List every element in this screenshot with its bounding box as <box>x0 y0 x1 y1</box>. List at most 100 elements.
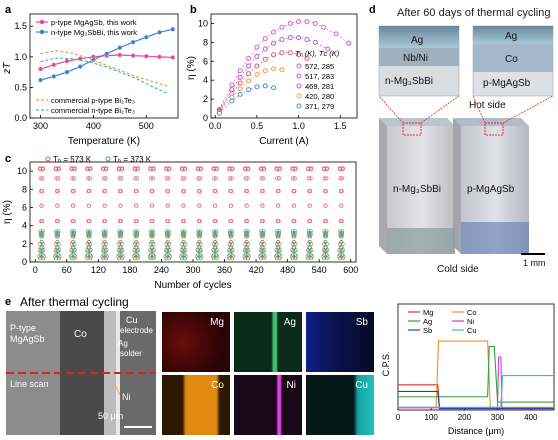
c-cold-point <box>307 234 312 239</box>
c-hot-point <box>213 203 218 208</box>
c-cold-point <box>39 234 44 239</box>
c-cold-point <box>56 249 60 253</box>
c-cold-point <box>87 245 92 250</box>
c-cold-point <box>119 252 124 257</box>
c-hot-point <box>104 254 109 259</box>
c-cold-point <box>70 249 75 253</box>
sem-svg: P-type MgAgSb Co Cu electrode Ag solder … <box>6 311 156 435</box>
c-cold-point <box>40 252 45 257</box>
c-cold-point <box>86 234 91 239</box>
sem-mgagsb: MgAgSb <box>10 334 45 344</box>
c-hot-point <box>212 176 217 181</box>
b-ytick-label: 2 <box>203 94 208 104</box>
c-hot-point <box>276 203 281 208</box>
c-ytick-label: 10 <box>17 166 27 176</box>
eds-sb: Sb <box>306 312 374 372</box>
a-point <box>157 54 162 60</box>
c-cold-point <box>180 229 185 233</box>
panel-d-label: d <box>369 4 376 16</box>
c-cold-point <box>120 256 124 261</box>
c-hot-point <box>134 203 139 208</box>
e-xtick-label: 300 <box>491 413 505 422</box>
c-cold-point <box>213 249 218 253</box>
c-hot-point <box>213 176 218 181</box>
c-cold-point <box>151 229 155 233</box>
e-legend-text: Mg <box>423 308 433 317</box>
inset-left-nbni: Nb/Ni <box>403 53 428 64</box>
c-cold-point <box>133 234 138 239</box>
c-cold-point <box>86 240 91 244</box>
c-hot-point <box>54 189 59 194</box>
panel-b: b 0.0 0.5 1.0 1.5 0 2 4 6 8 10 Current (A) η (%) Tₕ … <box>185 0 363 148</box>
c-cold-point <box>88 252 92 257</box>
sem-ag: Ag <box>118 339 128 348</box>
b-point <box>321 24 327 30</box>
c-cold-point <box>118 240 123 244</box>
c-hot-point <box>338 189 343 194</box>
b-point <box>237 68 243 74</box>
c-cold-point <box>244 234 249 239</box>
c-hot-point <box>308 176 313 181</box>
c-cold-point <box>260 245 265 250</box>
c-hot-point <box>84 254 89 259</box>
b-point <box>262 46 268 52</box>
c-legend-text-cold: Tₕ = 373 K <box>113 155 152 164</box>
a-series-2 <box>40 50 168 87</box>
a-point <box>104 51 109 57</box>
sem-electrode: electrode <box>120 326 153 335</box>
c-hot-point <box>337 254 342 259</box>
c-hot-point <box>179 166 184 171</box>
c-cold-point <box>165 234 170 239</box>
c-legend-marker-hot <box>45 156 51 162</box>
c-cold-point <box>214 256 219 261</box>
c-cold-point <box>246 256 251 261</box>
c-hot-point <box>88 254 93 259</box>
c-hot-point <box>70 189 75 194</box>
c-cold-point <box>323 240 328 244</box>
c-cold-point <box>293 229 297 233</box>
b-point <box>271 66 277 72</box>
c-hot-point <box>277 176 282 181</box>
c-cold-point <box>40 245 44 250</box>
b-point <box>237 80 243 86</box>
c-cold-point <box>180 249 185 253</box>
a-point <box>51 74 57 79</box>
b-point <box>262 36 268 42</box>
a-point <box>143 53 149 59</box>
inset-left: Ag Nb/Ni n-Mg₃SbBi <box>378 25 460 97</box>
c-cold-point <box>243 252 248 257</box>
c-cold-point <box>196 252 201 257</box>
e-legend-text: Cu <box>467 326 477 335</box>
b-point <box>254 72 260 78</box>
a-point <box>77 56 83 62</box>
c-hot-point <box>165 203 170 208</box>
c-hot-point <box>39 203 44 208</box>
leg-right-label: p-MgAgSb <box>467 184 515 195</box>
b-legend-text: 371, 279 <box>305 102 334 111</box>
chart-b-frame <box>210 13 358 119</box>
e-xtick-label: 400 <box>524 413 538 422</box>
inset-right-ag: Ag <box>505 31 517 42</box>
c-cold-point <box>88 229 92 233</box>
c-cold-point <box>166 252 171 257</box>
eds-cu-label: Cu <box>355 380 368 391</box>
c-hot-point <box>100 254 105 259</box>
c-cold-point <box>182 229 187 233</box>
c-cold-point <box>198 256 203 261</box>
c-cold-point <box>212 229 216 233</box>
c-hot-point <box>339 203 344 208</box>
b-point <box>279 67 285 73</box>
eds-sb-label: Sb <box>355 317 368 328</box>
c-ylabel: η (%) <box>2 200 13 224</box>
c-hot-point <box>86 189 91 194</box>
c-hot-point <box>116 254 121 259</box>
c-cold-point <box>119 229 124 233</box>
scale-bar-label: 1 mm <box>523 258 546 268</box>
b-point <box>271 29 277 35</box>
panel-a-label: a <box>5 4 12 16</box>
c-cold-point <box>198 252 203 257</box>
e-series-sb <box>398 390 554 410</box>
c-cold-point <box>198 229 203 233</box>
c-cold-point <box>135 249 139 253</box>
c-hot-point <box>166 176 171 181</box>
